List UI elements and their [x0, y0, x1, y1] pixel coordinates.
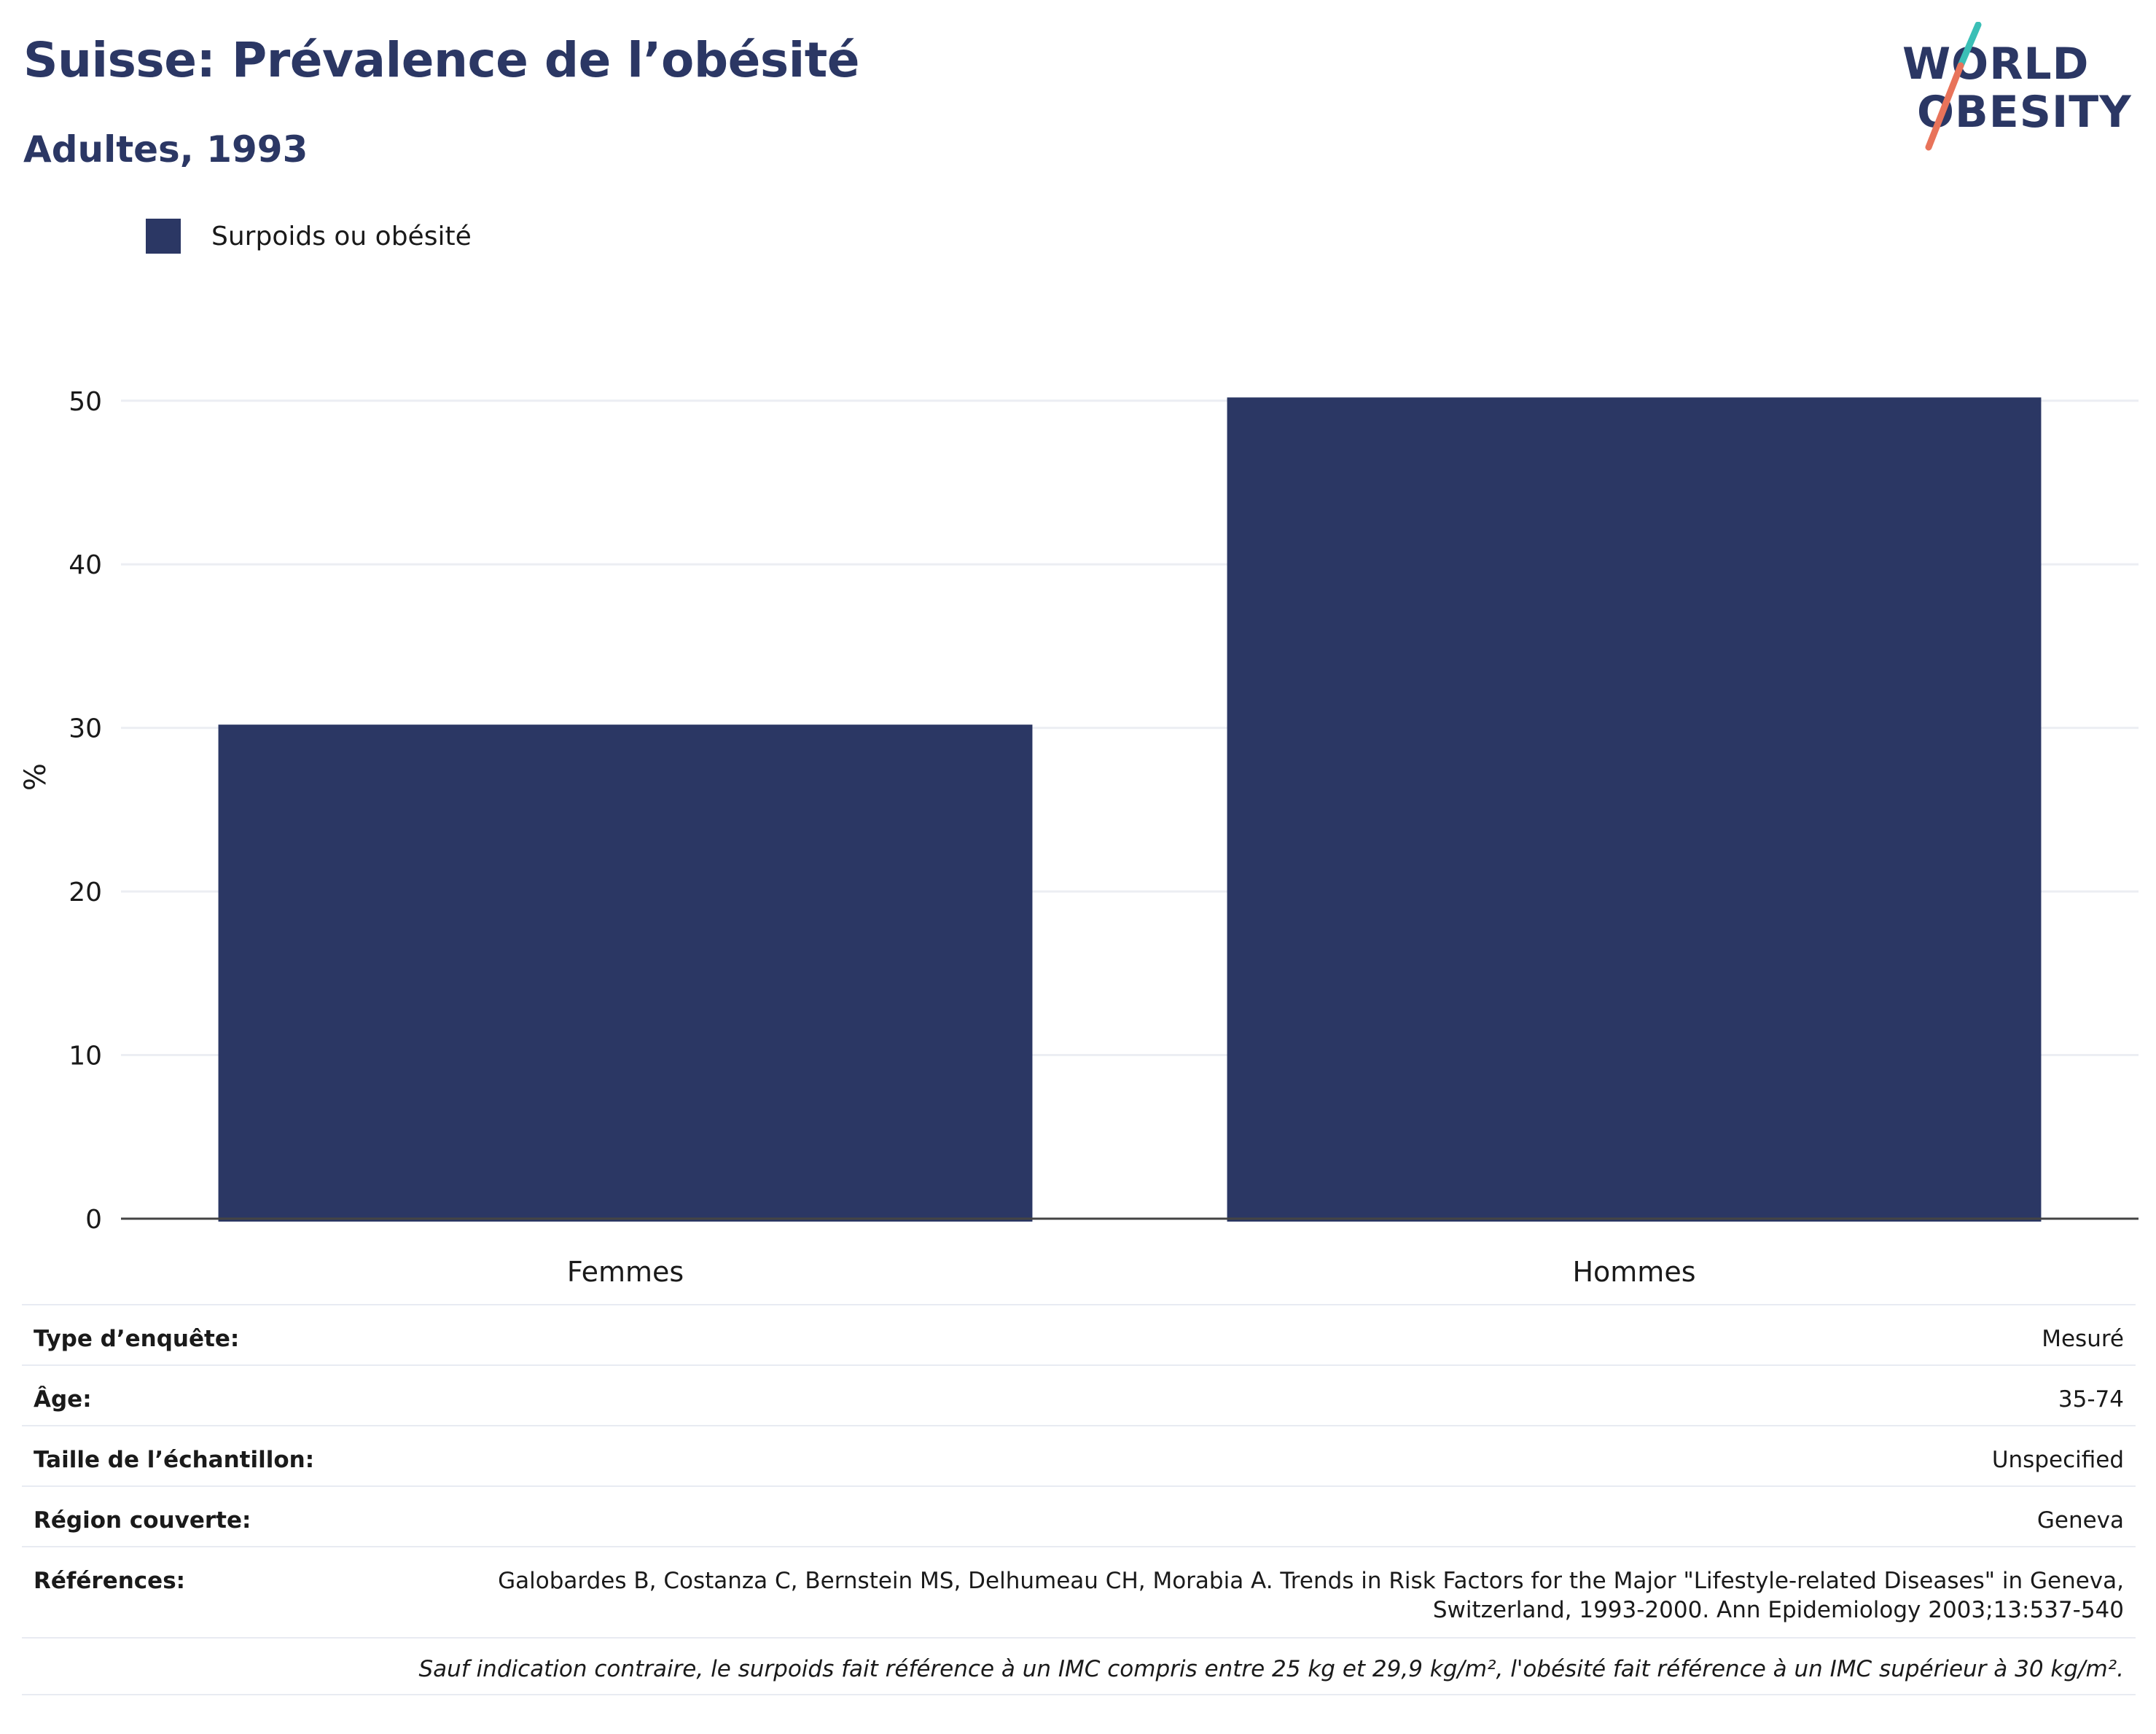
info-value: Geneva — [2036, 1507, 2124, 1534]
y-axis-label: % — [19, 763, 52, 791]
legend-label: Surpoids ou obésité — [211, 221, 472, 251]
x-tick-label: Hommes — [1572, 1256, 1695, 1283]
logo-slash-icon — [1925, 22, 1982, 151]
info-row-region: Région couverte: Geneva — [22, 1485, 2136, 1546]
chart-title: Suisse: Prévalence de l’obésité — [23, 32, 860, 88]
y-tick-label: 50 — [69, 387, 102, 417]
bar-chart: 0 10 20 30 40 50 Femmes Hommes% — [19, 387, 2139, 1283]
y-tick-label: 20 — [69, 878, 102, 907]
logo-line-2: OBESITY — [1917, 87, 2132, 138]
info-row-age: Âge: 35-74 — [22, 1364, 2136, 1425]
info-label: Références: — [34, 1568, 186, 1594]
info-value: Mesuré — [2042, 1326, 2124, 1352]
info-label: Région couverte: — [34, 1507, 251, 1534]
info-value: Unspecified — [1991, 1447, 2124, 1473]
y-tick-label: 10 — [69, 1042, 102, 1071]
legend: Surpoids ou obésité — [146, 219, 472, 254]
bar — [218, 725, 1033, 1222]
bar — [1227, 397, 2042, 1222]
info-label: Type d’enquête: — [34, 1326, 240, 1352]
chart-subtitle: Adultes, 1993 — [23, 128, 308, 171]
y-tick-label: 30 — [69, 714, 102, 744]
info-note: Sauf indication contraire, le surpoids f… — [22, 1637, 2136, 1695]
legend-swatch — [146, 219, 181, 254]
y-tick-label: 40 — [69, 550, 102, 580]
x-tick-label: Femmes — [567, 1256, 684, 1283]
info-label: Âge: — [34, 1386, 92, 1413]
info-value: 35-74 — [2058, 1386, 2124, 1413]
y-tick-label: 0 — [85, 1205, 102, 1235]
info-value: Galobardes B, Costanza C, Bernstein MS, … — [498, 1568, 2124, 1623]
info-row-references: Références: Galobardes B, Costanza C, Be… — [22, 1546, 2136, 1637]
info-row-survey-type: Type d’enquête: Mesuré — [22, 1304, 2136, 1364]
world-obesity-logo: WORLD OBESITY — [1902, 22, 2143, 153]
logo-line-1: WORLD — [1902, 39, 2090, 90]
info-row-sample-size: Taille de l’échantillon: Unspecified — [22, 1425, 2136, 1485]
info-table: Type d’enquête: Mesuré Âge: 35-74 Taille… — [22, 1304, 2136, 1695]
info-label: Taille de l’échantillon: — [34, 1447, 315, 1473]
